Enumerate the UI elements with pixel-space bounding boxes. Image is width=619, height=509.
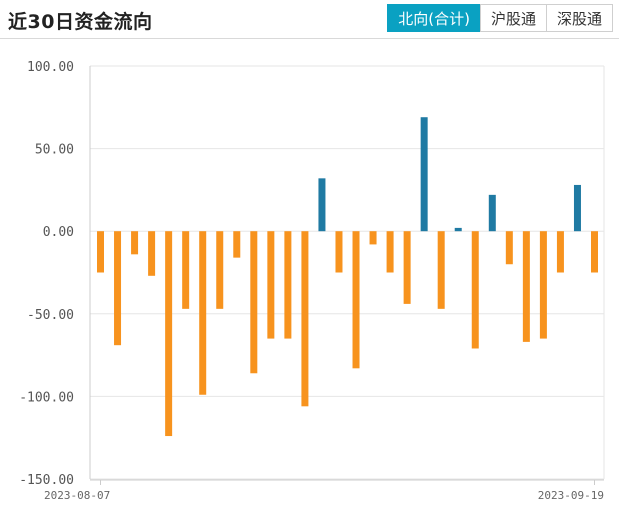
bar xyxy=(573,184,581,232)
bar xyxy=(250,231,258,374)
bar xyxy=(539,231,547,339)
y-tick-label: 100.00 xyxy=(27,60,74,75)
bar xyxy=(182,231,190,309)
bar xyxy=(233,231,241,258)
fund-flow-chart: 100.0050.000.00-50.00-100.00-150.002023-… xyxy=(19,60,605,502)
bar xyxy=(97,231,104,273)
bar xyxy=(114,231,122,346)
bar xyxy=(386,231,394,273)
tab-shenzhen-connect[interactable]: 深股通 xyxy=(545,4,613,32)
bar xyxy=(420,117,428,232)
y-tick-label: 0.00 xyxy=(43,225,74,240)
tab-shanghai-connect[interactable]: 沪股通 xyxy=(479,4,547,32)
bar xyxy=(165,231,173,437)
bar xyxy=(505,231,513,265)
chart-header: 近30日资金流向 北向(合计) 沪股通 深股通 xyxy=(0,0,619,39)
bar xyxy=(454,227,462,232)
x-tick-label-end: 2023-09-19 xyxy=(538,489,604,502)
bar xyxy=(488,194,496,232)
tab-group: 北向(合计) 沪股通 深股通 xyxy=(387,4,613,32)
bar xyxy=(556,231,564,273)
bar xyxy=(591,231,598,273)
bar xyxy=(301,231,309,407)
bar xyxy=(267,231,275,339)
bar xyxy=(131,231,139,255)
tab-northbound-total[interactable]: 北向(合计) xyxy=(387,4,481,32)
bar xyxy=(403,231,411,304)
x-tick-label-start: 2023-08-07 xyxy=(44,489,110,502)
bar xyxy=(216,231,224,309)
bar xyxy=(471,231,479,349)
bar xyxy=(352,231,360,369)
chart-title: 近30日资金流向 xyxy=(8,11,153,33)
y-tick-label: -150.00 xyxy=(19,473,74,488)
y-tick-label: 50.00 xyxy=(35,143,74,158)
bar xyxy=(318,178,326,232)
y-tick-label: -100.00 xyxy=(19,390,74,405)
bar xyxy=(437,231,445,309)
bar xyxy=(522,231,530,342)
y-tick-label: -50.00 xyxy=(27,308,74,323)
bar xyxy=(148,231,156,276)
bar xyxy=(199,231,207,395)
bar xyxy=(369,231,377,245)
bar xyxy=(335,231,343,273)
bar xyxy=(284,231,292,339)
